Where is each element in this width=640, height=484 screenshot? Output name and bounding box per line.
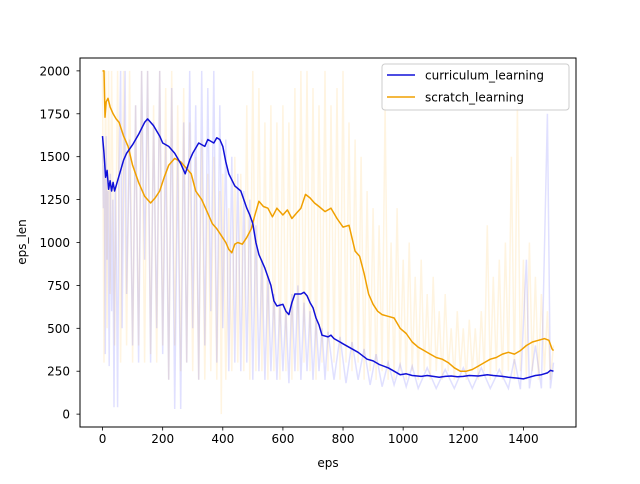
legend-label-curriculum: curriculum_learning — [425, 69, 544, 83]
raw-series-layer — [101, 70, 555, 415]
y-tick-label: 500 — [47, 322, 70, 336]
legend: curriculum_learning scratch_learning — [381, 63, 570, 111]
x-tick-label: 800 — [332, 432, 355, 446]
y-axis: 0 250 500 750 1000 1250 1500 1750 2000 — [39, 64, 80, 422]
y-tick-label: 250 — [47, 365, 70, 379]
y-tick-label: 1000 — [39, 236, 70, 250]
x-tick-label: 200 — [151, 432, 174, 446]
y-tick-label: 1250 — [39, 193, 70, 207]
x-tick-label: 600 — [271, 432, 294, 446]
y-tick-label: 1500 — [39, 150, 70, 164]
smoothed-series-layer — [101, 70, 555, 380]
smoothed-line-scratch_learning — [102, 70, 555, 372]
y-tick-label: 2000 — [39, 64, 70, 78]
raw-line-scratch_learning — [101, 70, 555, 415]
x-tick-label: 1200 — [448, 432, 479, 446]
y-tick-label: 0 — [62, 408, 70, 422]
x-tick-label: 1400 — [508, 432, 539, 446]
x-tick-label: 400 — [211, 432, 234, 446]
y-tick-label: 750 — [47, 279, 70, 293]
y-axis-label: eps_len — [15, 219, 29, 265]
raw-line-curriculum_learning — [101, 70, 555, 410]
x-axis-label: eps — [317, 456, 338, 470]
x-tick-label: 0 — [99, 432, 107, 446]
legend-label-scratch: scratch_learning — [425, 91, 524, 105]
smoothed-line-curriculum_learning — [101, 118, 554, 380]
y-tick-label: 1750 — [39, 107, 70, 121]
x-axis: 0 200 400 600 800 1000 1200 1400 — [99, 427, 539, 446]
x-tick-label: 1000 — [388, 432, 419, 446]
legend-box — [381, 63, 570, 111]
